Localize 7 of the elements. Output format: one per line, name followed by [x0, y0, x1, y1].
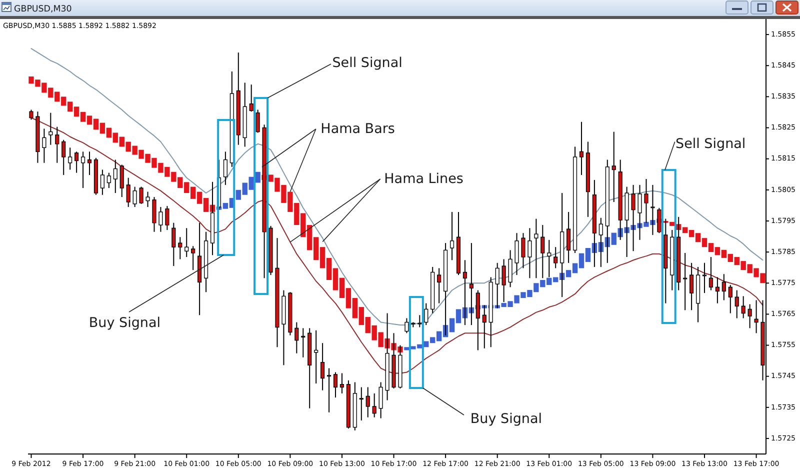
- annotation: Buy Signal: [88, 315, 161, 331]
- annotation: Sell Signal: [676, 136, 746, 152]
- annotation: Sell Signal: [332, 55, 402, 71]
- annotation: Buy Signal: [470, 411, 542, 427]
- annotation: Hama Lines: [384, 171, 464, 187]
- annotation: Hama Bars: [320, 121, 395, 137]
- chart-title: GBPUSD,M30: [14, 4, 72, 14]
